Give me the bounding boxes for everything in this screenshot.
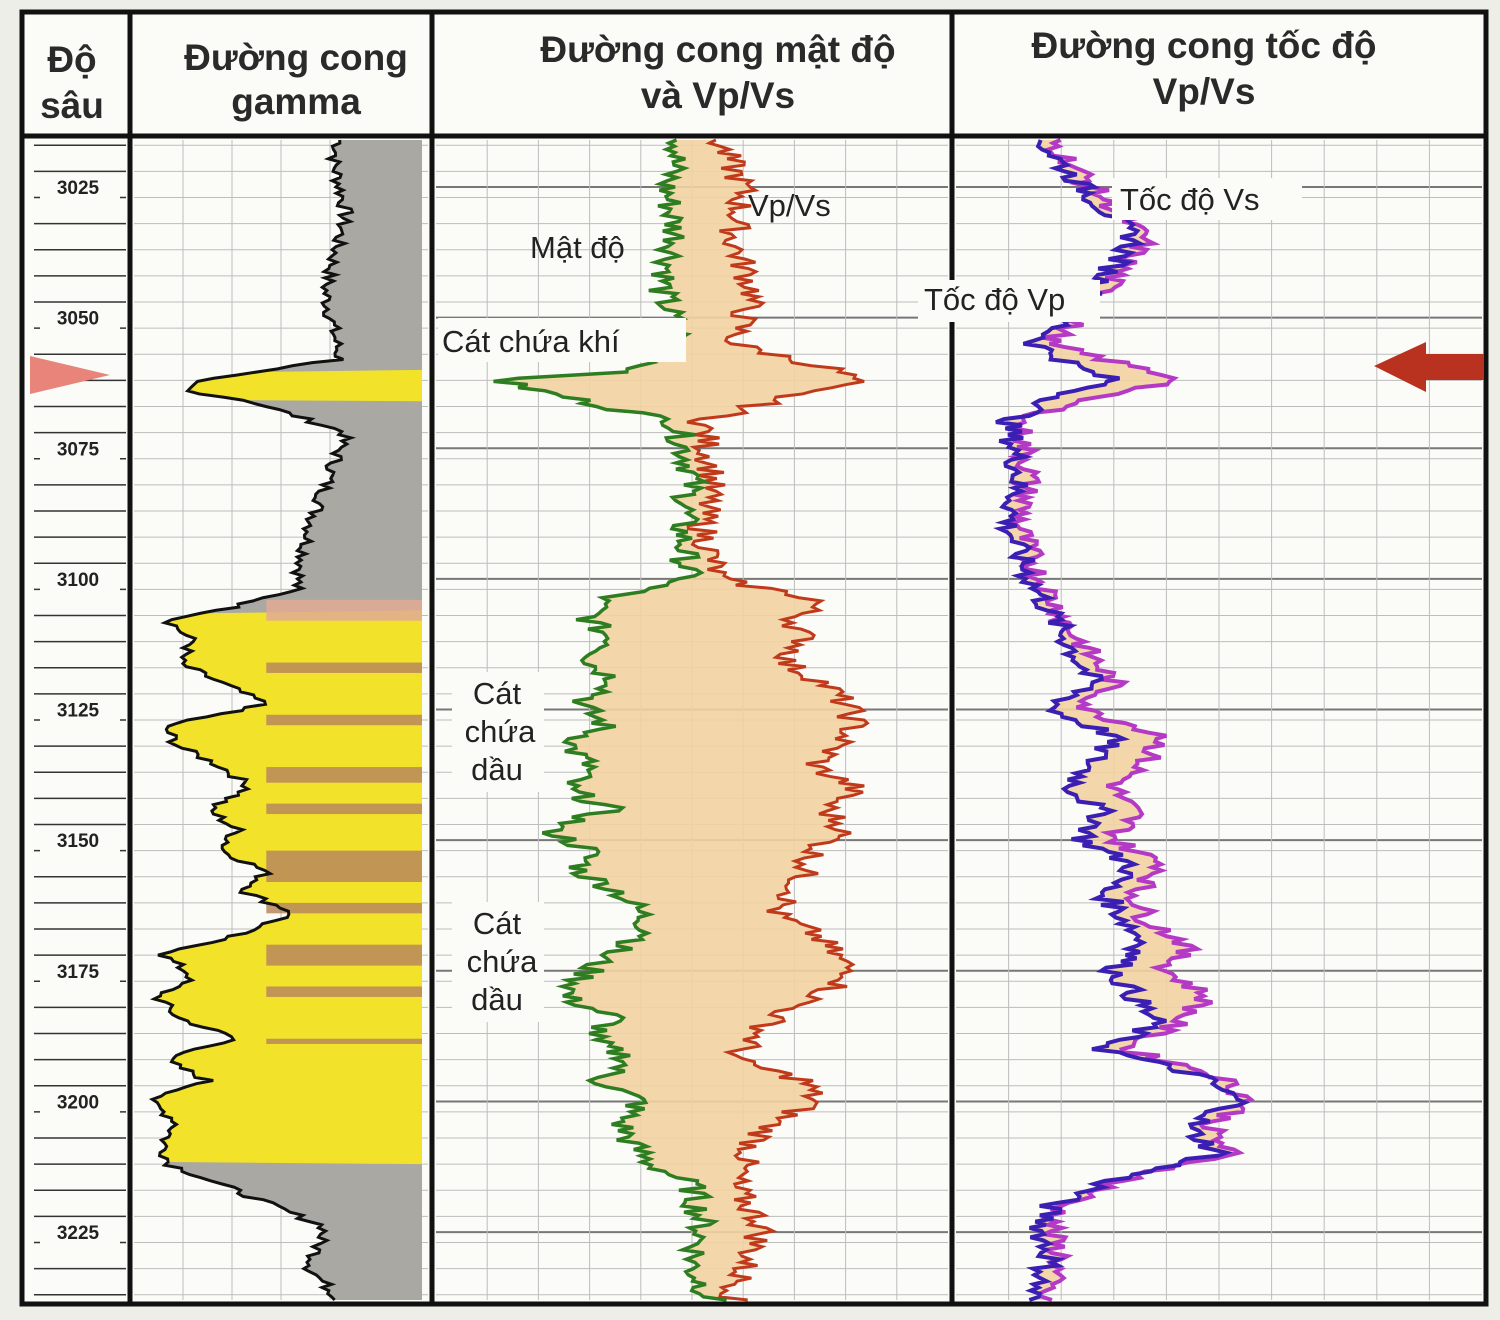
- depth-tick-label: 3225: [57, 1223, 100, 1244]
- depth-ticks: 3025 3050 3075 3100 3125 3150 3175 3200 3225: [34, 144, 126, 1296]
- label-oil-sand-2-line1: Cát: [473, 906, 522, 941]
- depth-tick-label: 3200: [57, 1092, 99, 1113]
- gamma-lithology-band: [266, 714, 422, 726]
- gamma-sand-fill: [152, 610, 422, 1165]
- depth-tick-label-bg: [40, 435, 120, 462]
- label-oil-sand-2-line2: chứa: [467, 944, 538, 979]
- gamma-lithology-band: [266, 662, 422, 673]
- depth-tick-label: 3075: [57, 439, 100, 460]
- vs-curve: [993, 139, 1251, 1302]
- gamma-curve: [148, 139, 357, 1302]
- depth-tick-label: 3025: [57, 178, 100, 199]
- gamma-lithology-band: [266, 803, 422, 815]
- gamma-lithology-band: [266, 850, 422, 882]
- gamma-lithology-band: [266, 767, 422, 783]
- depth-marker-triangle: [30, 356, 110, 394]
- label-vp-bg: [918, 280, 1100, 322]
- gamma-lithology-band: [266, 902, 422, 914]
- label-vs-bg: [1112, 178, 1302, 220]
- header-gamma-line1: Đường cong: [184, 37, 408, 78]
- depth-tick-label-bg: [40, 304, 120, 331]
- header-density-line2: và Vp/Vs: [641, 75, 795, 116]
- gamma-track: [148, 139, 422, 1302]
- label-oil-sand-2-line3: dầu: [471, 982, 523, 1017]
- header-velocity-line1: Đường cong tốc độ: [1032, 25, 1377, 66]
- velocity-track: [993, 138, 1255, 1302]
- depth-tick-label-bg: [40, 696, 120, 723]
- label-oil-sand-1-line3: dầu: [471, 752, 523, 787]
- label-gas-sand: Cát chứa khí: [442, 324, 620, 359]
- label-oil-sand-1-line2: chứa: [465, 714, 536, 749]
- label-gas-sand-bg: [438, 318, 686, 362]
- label-vpvs: Vp/Vs: [748, 188, 831, 223]
- depth-tick-label: 3125: [57, 701, 100, 722]
- density-vpvs-crossover-fill: [493, 140, 868, 1300]
- gamma-lithology-band: [266, 1038, 422, 1044]
- depth-tick-label-bg: [40, 1219, 120, 1246]
- depth-tick-label: 3050: [57, 309, 99, 330]
- vpvs-curve: [686, 138, 870, 1302]
- depth-tick-label-bg: [40, 565, 120, 592]
- depth-tick-label: 3150: [57, 831, 99, 852]
- header-gamma-line2: gamma: [231, 81, 361, 122]
- gas-sand-arrow: [1374, 342, 1484, 392]
- gamma-lithology-band: [266, 986, 422, 997]
- depth-tick-label-bg: [40, 957, 120, 984]
- gamma-lithology-band: [266, 599, 422, 621]
- depth-tick-label-bg: [40, 827, 120, 854]
- header-velocity-line2: Vp/Vs: [1153, 71, 1256, 112]
- header-depth-line2: sâu: [40, 85, 104, 126]
- label-oil-sand-1-bg: [452, 672, 544, 792]
- header-density-line1: Đường cong mật độ: [540, 29, 895, 70]
- label-oil-sand-1-line1: Cát: [473, 676, 522, 711]
- depth-tick-label-bg: [40, 1088, 120, 1115]
- gamma-sand-fill: [187, 369, 422, 402]
- depth-tick-label: 3175: [57, 962, 100, 983]
- gamma-lithology-band: [266, 944, 422, 966]
- label-oil-sand-2-bg: [452, 902, 544, 1022]
- depth-tick-label-bg: [40, 174, 120, 201]
- label-vp: Tốc độ Vp: [924, 282, 1065, 317]
- depth-tick-label: 3100: [57, 570, 99, 591]
- label-density: Mật độ: [530, 230, 625, 265]
- label-vs: Tốc độ Vs: [1120, 182, 1260, 217]
- vp-curve: [1007, 138, 1255, 1302]
- header-depth-line1: Độ: [47, 39, 96, 80]
